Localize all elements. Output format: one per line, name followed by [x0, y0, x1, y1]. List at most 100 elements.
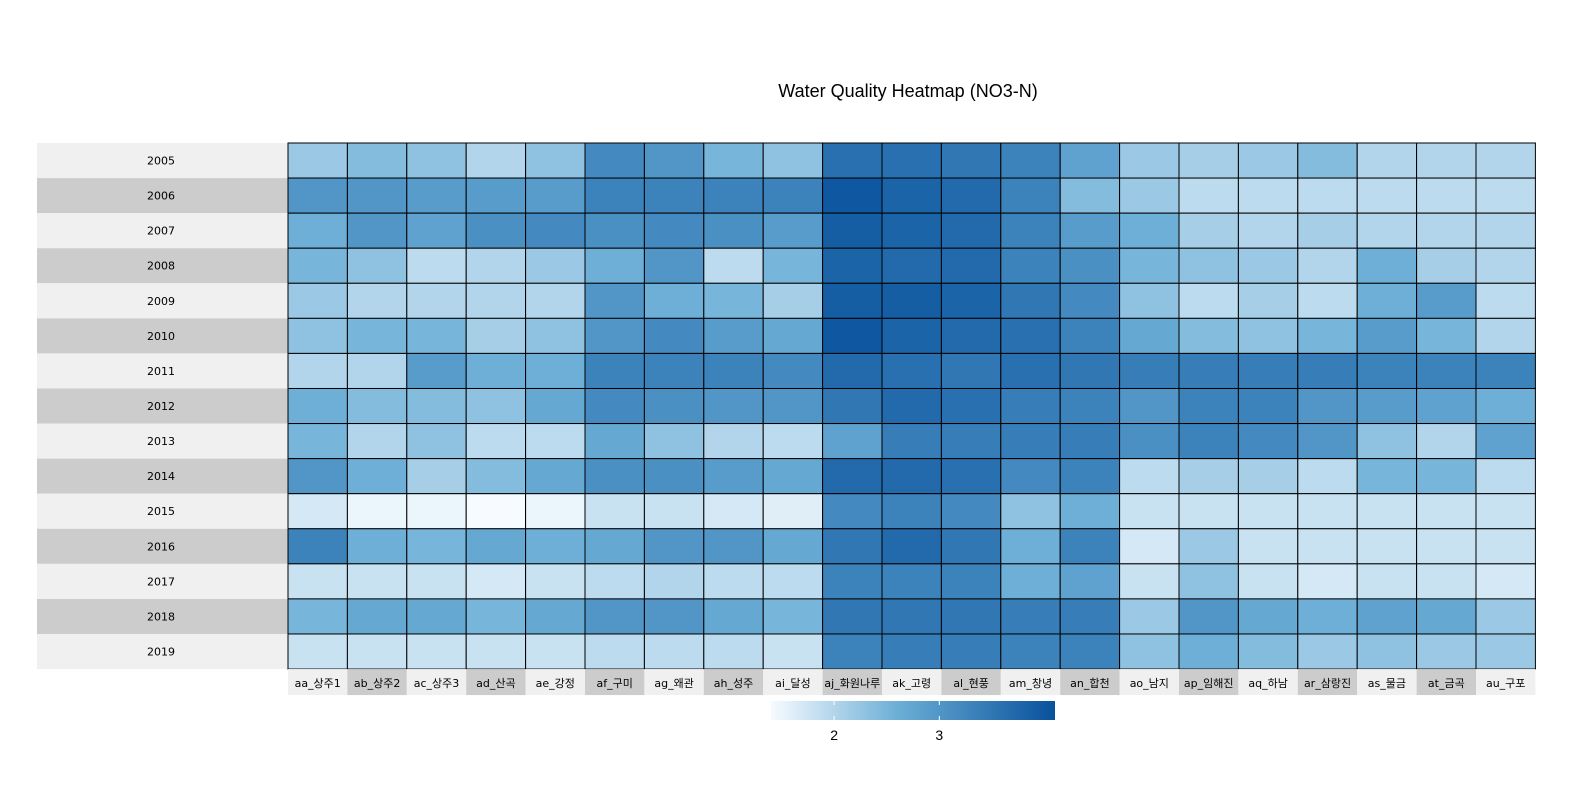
heatmap-cell	[1475, 317, 1536, 354]
heatmap-cell	[1237, 247, 1299, 284]
colorbar-tick-label: 3	[935, 727, 943, 743]
heatmap-cell	[1237, 387, 1299, 425]
heatmap-cell	[287, 212, 348, 249]
heatmap-cell	[1178, 598, 1239, 635]
row-band	[37, 248, 288, 284]
heatmap-cell	[346, 247, 408, 284]
heatmap-cell	[1119, 633, 1180, 670]
heatmap-cell	[1416, 528, 1477, 565]
heatmap-cell	[1059, 633, 1121, 670]
heatmap-cell	[287, 142, 348, 179]
heatmap-cell	[346, 177, 408, 214]
column-label: ap_임해진	[1184, 676, 1234, 690]
heatmap-cell	[525, 352, 586, 389]
column-band	[882, 669, 942, 696]
heatmap-cell	[822, 177, 883, 214]
heatmap-cell	[940, 142, 1002, 179]
heatmap-cell	[1178, 458, 1239, 495]
heatmap-cell	[822, 493, 883, 530]
heatmap-cell	[822, 423, 883, 460]
row-label: 2010	[147, 330, 175, 343]
heatmap-cell	[1416, 282, 1477, 319]
colorbar-tick-label: 2	[830, 727, 838, 743]
heatmap-cell	[822, 282, 883, 319]
heatmap-cell	[1416, 423, 1477, 460]
column-label: ag_왜관	[654, 677, 693, 690]
heatmap-cell	[881, 633, 942, 670]
heatmap-cell	[822, 528, 883, 565]
heatmap-cell	[465, 423, 527, 460]
heatmap-cell	[1178, 528, 1239, 565]
heatmap-cell	[643, 317, 705, 354]
heatmap-cell	[1000, 423, 1061, 460]
heatmap-cell	[703, 142, 764, 179]
row-band	[37, 458, 288, 494]
heatmap-cell	[1297, 633, 1358, 670]
heatmap-cell	[881, 177, 942, 214]
heatmap-cell	[584, 247, 645, 284]
row-band	[37, 353, 288, 389]
heatmap-cell	[584, 493, 645, 530]
heatmap-cell	[762, 247, 824, 284]
column-label: af_구미	[597, 677, 633, 690]
heatmap-cell	[940, 563, 1002, 600]
heatmap-cell	[703, 493, 764, 530]
heatmap-cell	[525, 633, 586, 670]
heatmap-cell	[1059, 177, 1121, 214]
heatmap-cell	[822, 142, 883, 179]
column-band	[1357, 669, 1417, 696]
heatmap-cell	[940, 177, 1002, 214]
heatmap-cell	[287, 458, 348, 495]
heatmap-cell	[1000, 352, 1061, 389]
heatmap-cell	[940, 598, 1002, 635]
heatmap-cell	[1237, 563, 1299, 600]
heatmap-cell	[1059, 282, 1121, 319]
heatmap-cell	[643, 563, 705, 600]
heatmap-cell	[643, 282, 705, 319]
heatmap-cell	[1119, 142, 1180, 179]
column-band	[941, 669, 1001, 696]
heatmap-cell	[1416, 212, 1477, 249]
heatmap-cell	[1178, 317, 1239, 354]
heatmap-cell	[1356, 563, 1418, 600]
row-band	[37, 178, 288, 214]
heatmap-cell	[1297, 493, 1358, 530]
column-label: aj_화원나루	[824, 677, 880, 690]
heatmap-cell	[1297, 352, 1358, 389]
heatmap-cell	[940, 212, 1002, 249]
heatmap-cell	[881, 458, 942, 495]
heatmap-cell	[1178, 387, 1239, 425]
heatmap-cell	[465, 493, 527, 530]
heatmap-cell	[525, 493, 586, 530]
heatmap-cell	[703, 458, 764, 495]
heatmap-cell	[822, 458, 883, 495]
heatmap-cell	[525, 177, 586, 214]
heatmap-cell	[584, 528, 645, 565]
heatmap-cell	[1297, 423, 1358, 460]
heatmap-cell	[1297, 282, 1358, 319]
heatmap-cell	[287, 387, 348, 425]
heatmap-cell	[584, 177, 645, 214]
column-label: ao_남지	[1130, 677, 1169, 690]
heatmap-cell	[643, 458, 705, 495]
column-label: ar_삼랑진	[1304, 677, 1351, 690]
heatmap-cell	[1000, 212, 1061, 249]
heatmap-cell	[1237, 317, 1299, 354]
row-label: 2019	[147, 646, 175, 659]
heatmap-cell	[762, 563, 824, 600]
heatmap-cell	[1237, 633, 1299, 670]
heatmap-cell	[1237, 282, 1299, 319]
heatmap-cell	[1356, 212, 1418, 249]
column-labels: aa_상주1 ab_상주2 ac_상주3 ad_산곡 ae_강정 af_구미 ag_왜관 ah…	[288, 669, 1536, 696]
heatmap-cell	[1059, 458, 1121, 495]
row-label: 2012	[147, 400, 175, 413]
heatmap-cell	[1178, 212, 1239, 249]
heatmap-cell	[1119, 282, 1180, 319]
heatmap-cell	[1416, 177, 1477, 214]
heatmap-cell	[1237, 528, 1299, 565]
heatmap-cell	[1475, 177, 1536, 214]
heatmap-cell	[1178, 352, 1239, 389]
heatmap-cell	[703, 387, 764, 425]
heatmap-cell	[287, 317, 348, 354]
